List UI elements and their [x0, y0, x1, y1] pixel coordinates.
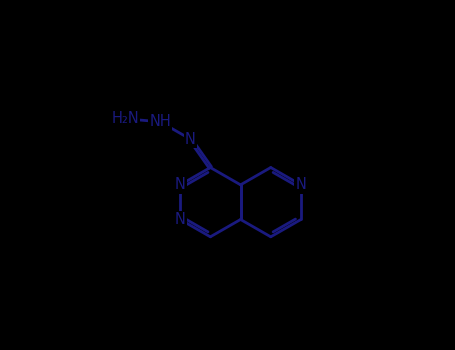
- Text: H₂N: H₂N: [111, 111, 139, 126]
- Text: N: N: [175, 212, 186, 227]
- Text: N: N: [175, 177, 186, 192]
- Text: NH: NH: [149, 114, 171, 129]
- Text: N: N: [295, 177, 306, 192]
- Text: N: N: [185, 132, 196, 147]
